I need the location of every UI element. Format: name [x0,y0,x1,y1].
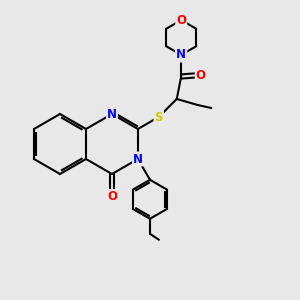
Text: O: O [176,14,186,27]
Text: O: O [196,68,206,82]
Text: N: N [107,107,117,121]
Text: O: O [107,190,117,203]
Text: N: N [176,48,186,62]
Text: N: N [133,152,143,166]
Text: S: S [154,110,163,124]
Text: N: N [176,48,186,62]
